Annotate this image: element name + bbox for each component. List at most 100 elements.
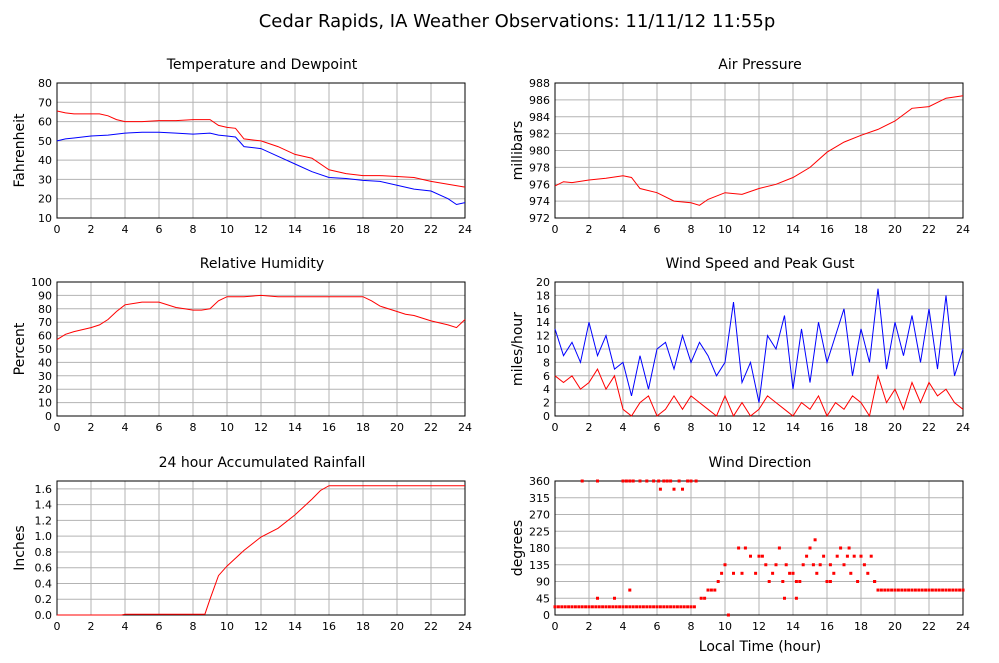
data-point: [624, 605, 628, 609]
x-tick-label: 14: [288, 620, 302, 633]
y-tick-label: 45: [536, 592, 550, 605]
x-tick-label: 8: [688, 223, 695, 236]
x-tick-label: 2: [88, 620, 95, 633]
x-tick-label: 14: [288, 223, 302, 236]
data-point: [954, 588, 958, 592]
data-point: [794, 596, 798, 600]
data-point: [669, 479, 673, 483]
data-point: [876, 588, 880, 592]
y-axis-label: miles/hour: [510, 312, 526, 386]
data-point: [856, 580, 860, 583]
x-tick-label: 0: [54, 223, 61, 236]
data-point: [638, 605, 642, 609]
x-tick-label: 18: [854, 421, 868, 434]
data-point: [587, 605, 591, 609]
chart-title: Air Pressure: [718, 57, 801, 73]
data-point: [808, 546, 812, 550]
series-line-blue: [554, 288, 964, 403]
y-tick-label: 20: [536, 276, 550, 289]
data-point: [665, 605, 669, 609]
y-axis-label: degrees: [510, 520, 526, 576]
y-tick-label: 980: [529, 145, 550, 158]
data-point: [757, 554, 761, 558]
x-tick-label: 10: [220, 421, 234, 434]
data-point: [713, 588, 717, 592]
data-point: [706, 588, 710, 592]
plot-frame: [56, 281, 466, 417]
x-tick-label: 18: [356, 620, 370, 633]
data-point: [655, 605, 659, 609]
y-axis-label: Inches: [12, 525, 28, 570]
data-point: [737, 546, 741, 550]
y-tick-label: 10: [38, 212, 52, 225]
x-tick-label: 10: [220, 620, 234, 633]
data-point: [613, 596, 616, 600]
x-tick-label: 24: [956, 223, 970, 236]
y-tick-label: 0: [543, 410, 550, 423]
y-tick-label: 20: [38, 193, 52, 206]
y-tick-label: 180: [529, 542, 550, 555]
series-line-red: [554, 95, 964, 206]
data-point: [924, 588, 928, 592]
x-tick-label: 12: [254, 223, 268, 236]
data-point: [886, 588, 890, 592]
plot-frame: [554, 82, 964, 219]
x-tick-label: 4: [122, 421, 129, 434]
data-point: [631, 479, 635, 483]
y-tick-label: 225: [529, 525, 550, 538]
x-tick-label: 8: [190, 421, 197, 434]
y-tick-label: 2: [543, 397, 550, 410]
x-tick-label: 6: [156, 223, 163, 236]
y-tick-label: 1.4: [35, 499, 53, 512]
data-point: [813, 538, 817, 542]
y-tick-label: 40: [38, 356, 52, 369]
plot-frame: [56, 82, 466, 219]
data-point: [944, 588, 948, 592]
y-tick-label: 986: [529, 94, 550, 107]
data-point: [652, 479, 656, 483]
x-tick-label: 6: [654, 620, 661, 633]
data-point: [941, 588, 945, 592]
y-tick-label: 135: [529, 559, 550, 572]
y-axis-label: millibars: [510, 121, 526, 181]
y-tick-label: 12: [536, 330, 550, 343]
data-point: [788, 571, 792, 575]
y-tick-label: 50: [38, 135, 52, 148]
data-point: [570, 605, 574, 609]
data-point: [771, 571, 775, 575]
data-point: [961, 588, 965, 592]
data-point: [638, 479, 642, 483]
x-tick-label: 16: [820, 421, 834, 434]
x-tick-label: 18: [356, 421, 370, 434]
data-point: [645, 479, 649, 483]
x-tick-label: 20: [888, 620, 902, 633]
x-tick-label: 16: [820, 620, 834, 633]
data-point: [839, 546, 843, 550]
x-tick-label: 6: [156, 421, 163, 434]
data-point: [703, 596, 707, 600]
y-tick-label: 270: [529, 509, 550, 522]
data-point: [628, 605, 632, 609]
x-tick-label: 4: [620, 223, 627, 236]
data-point: [692, 605, 696, 609]
data-point: [601, 605, 605, 609]
data-point: [635, 605, 639, 609]
data-point: [749, 554, 752, 558]
data-point: [828, 580, 832, 583]
data-point: [842, 563, 846, 567]
data-point: [726, 613, 730, 617]
data-point: [645, 605, 649, 609]
data-point: [679, 605, 683, 609]
data-point: [652, 605, 656, 609]
data-point: [883, 588, 887, 592]
data-point: [723, 563, 727, 567]
y-tick-label: 18: [536, 289, 550, 302]
data-point: [847, 546, 851, 550]
y-tick-label: 1.0: [35, 530, 53, 543]
data-point: [740, 571, 744, 575]
